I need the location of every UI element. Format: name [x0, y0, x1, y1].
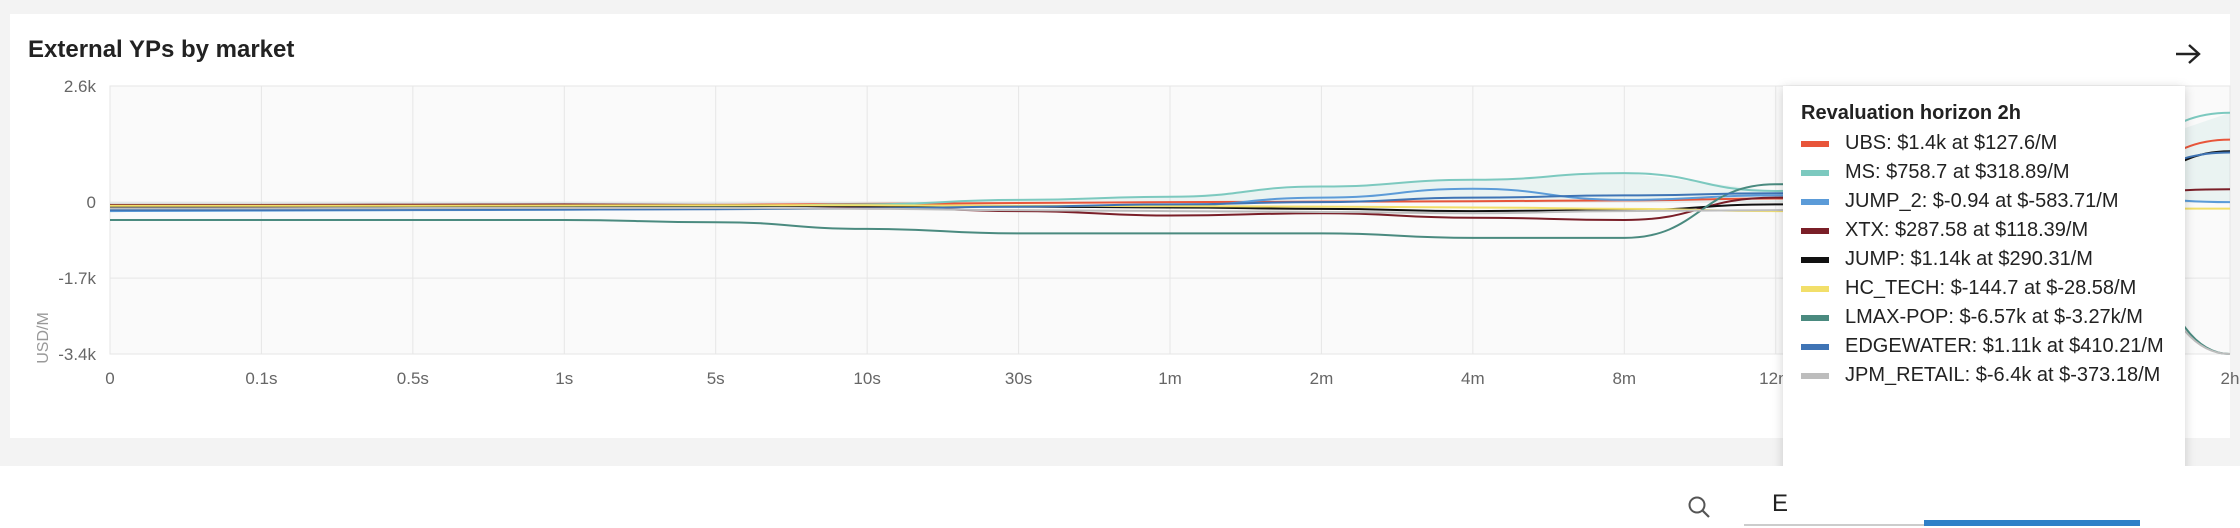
x-tick-label: 0.5s: [397, 369, 429, 388]
tooltip-item-label: EDGEWATER: $1.11k at $410.21/M: [1845, 335, 2164, 357]
legend-swatch: [1801, 343, 1829, 350]
tooltip-item: EDGEWATER: $1.11k at $410.21/M: [1801, 332, 2167, 361]
tooltip-item-label: MS: $758.7 at $318.89/M: [1845, 161, 2070, 183]
tooltip-item-label: JPM_RETAIL: $-6.4k at $-373.18/M: [1845, 364, 2161, 386]
tooltip-title: Revaluation horizon 2h: [1801, 102, 2022, 124]
tooltip-item-label: JUMP_2: $-0.94 at $-583.71/M: [1845, 190, 2119, 212]
legend-swatch: [1801, 227, 1829, 234]
tooltip-item-label: HC_TECH: $-144.7 at $-28.58/M: [1845, 277, 2137, 299]
legend-swatch: [1801, 169, 1829, 176]
tooltip-item: MS: $758.7 at $318.89/M: [1801, 158, 2167, 187]
tooltip-item: XTX: $287.58 at $118.39/M: [1801, 216, 2167, 245]
tooltip-item-label: UBS: $1.4k at $127.6/M: [1845, 132, 2058, 154]
revaluation-tooltip: Revaluation horizon 2h UBS: $1.4k at $12…: [1783, 86, 2185, 524]
y-tick-label: 0: [87, 193, 96, 212]
y-tick-label: -1.7k: [58, 269, 96, 288]
action-button[interactable]: [1924, 520, 2140, 526]
tooltip-item-label: JUMP: $1.14k at $290.31/M: [1845, 248, 2093, 270]
x-tick-label: 10s: [853, 369, 880, 388]
tooltip-item: LMAX-POP: $-6.57k at $-3.27k/M: [1801, 303, 2167, 332]
legend-swatch: [1801, 285, 1829, 292]
y-tick-label: -3.4k: [58, 345, 96, 364]
tooltip-list: UBS: $1.4k at $127.6/M MS: $758.7 at $318…: [1801, 129, 2167, 390]
x-tick-label: 0: [105, 369, 114, 388]
chart-title: External YPs by market: [28, 36, 295, 63]
tooltip-item: JUMP_2: $-0.94 at $-583.71/M: [1801, 187, 2167, 216]
x-tick-label: 4m: [1461, 369, 1485, 388]
y-axis-label: USD/M: [35, 312, 52, 364]
legend-swatch: [1801, 314, 1829, 321]
x-tick-label: 2h: [2221, 369, 2240, 388]
legend-swatch: [1801, 256, 1829, 263]
x-tick-label: 5s: [707, 369, 725, 388]
legend-swatch: [1801, 140, 1829, 147]
x-tick-label: 8m: [1612, 369, 1636, 388]
arrow-right-icon: [2176, 44, 2201, 64]
bottom-panel: [0, 466, 2240, 528]
tooltip-item: UBS: $1.4k at $127.6/M: [1801, 129, 2167, 158]
x-tick-label: 2m: [1310, 369, 1334, 388]
tooltip-item-label: XTX: $287.58 at $118.39/M: [1845, 219, 2089, 241]
x-tick-label: 0.1s: [245, 369, 277, 388]
tooltip-item: JPM_RETAIL: $-6.4k at $-373.18/M: [1801, 361, 2167, 390]
y-axis: 2.6k 0 -1.7k -3.4k: [58, 77, 96, 364]
legend-swatch: [1801, 372, 1829, 379]
x-tick-label: 1s: [555, 369, 573, 388]
tooltip-item-label: LMAX-POP: $-6.57k at $-3.27k/M: [1845, 306, 2143, 328]
expand-arrow-button[interactable]: [2170, 36, 2206, 72]
search-icon[interactable]: [1686, 494, 1712, 520]
search-input[interactable]: [1744, 476, 1924, 526]
x-tick-label: 1m: [1158, 369, 1182, 388]
tooltip-item: HC_TECH: $-144.7 at $-28.58/M: [1801, 274, 2167, 303]
tooltip-item: JUMP: $1.14k at $290.31/M: [1801, 245, 2167, 274]
x-tick-label: 30s: [1005, 369, 1032, 388]
legend-swatch: [1801, 198, 1829, 205]
series-area-MS: [110, 112, 2230, 209]
search-input-value: E: [1772, 490, 1789, 517]
y-tick-label: 2.6k: [64, 77, 97, 96]
